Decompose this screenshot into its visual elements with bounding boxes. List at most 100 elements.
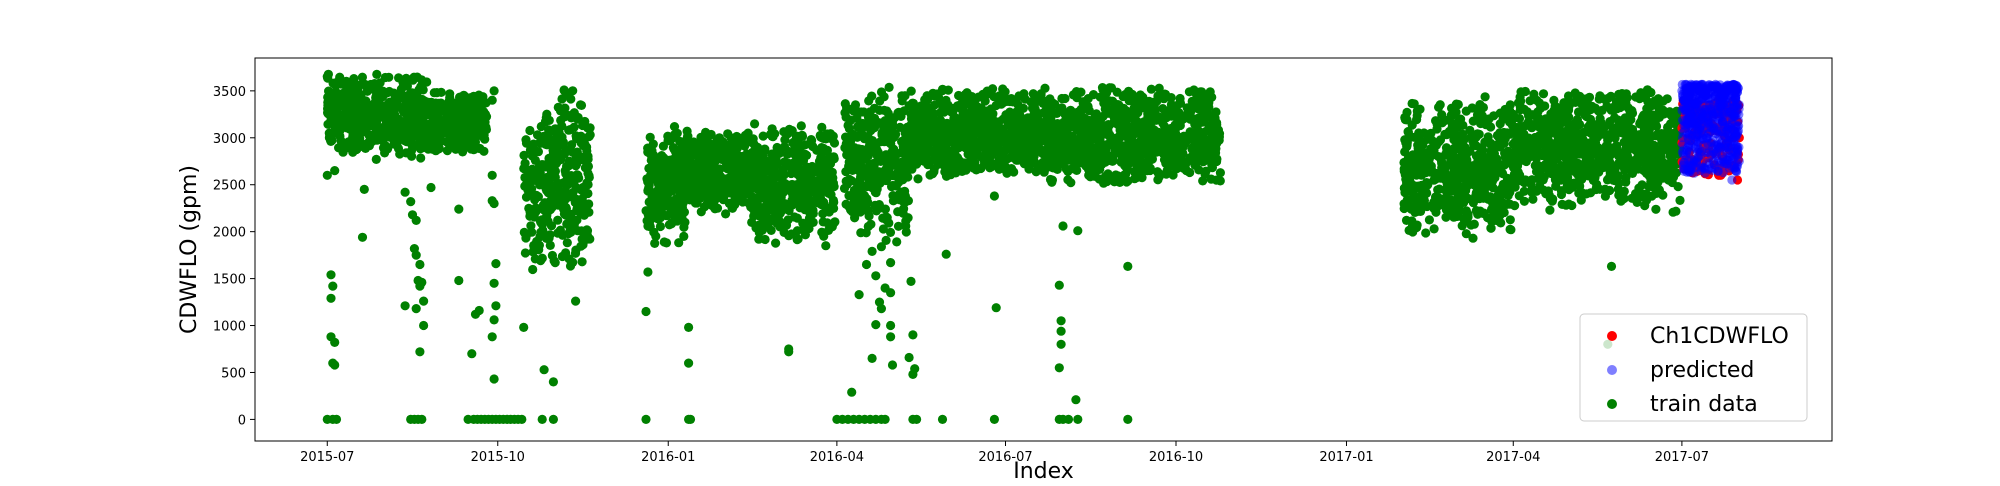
data-point [325,132,335,142]
data-point [1071,87,1082,97]
data-point [1088,134,1098,144]
data-point [818,209,828,219]
data-point [983,115,993,125]
data-point [1151,115,1161,125]
data-point [1478,175,1488,185]
data-point [959,112,969,122]
data-point [998,97,1009,108]
data-point [1201,139,1211,149]
data-point [864,176,874,186]
data-point [880,117,890,128]
data-point [922,91,932,101]
data-point [357,72,367,82]
data-point [1451,120,1461,130]
data-point [447,138,457,149]
data-point [558,137,568,147]
data-point [1619,193,1629,204]
data-point [866,161,876,171]
data-point [1189,130,1199,140]
data-point [913,174,923,184]
data-point [355,80,365,90]
data-point [469,101,479,111]
data-point [563,229,574,239]
data-point [952,160,962,170]
data-point [701,178,711,189]
data-point [1100,92,1110,102]
data-point [416,114,426,125]
data-point [770,211,780,221]
data-point [752,184,762,194]
data-point [521,180,531,190]
data-point [1431,140,1441,150]
data-point [1477,143,1487,153]
data-point [1072,165,1082,175]
data-point [1460,158,1471,168]
data-point [644,163,654,173]
data-point [1033,92,1043,102]
data-point [562,161,572,171]
data-point [1486,138,1496,148]
data-point [1477,111,1487,121]
data-point [849,195,859,205]
data-point [530,254,540,264]
data-point [1189,114,1200,124]
data-point [863,133,873,143]
data-point [871,140,881,150]
data-point [763,166,773,176]
data-point [407,151,417,161]
data-point [428,136,438,146]
data-point [758,131,768,141]
data-point [1175,142,1185,153]
data-point [1000,134,1011,144]
data-point [578,199,588,209]
data-point [1111,170,1121,180]
data-point [1175,93,1185,104]
data-point [1205,87,1215,97]
data-point [1055,119,1065,129]
data-point [1027,117,1037,127]
data-point [998,114,1008,124]
data-point [861,205,871,215]
data-point [530,195,540,205]
data-point [760,234,770,245]
data-point [844,124,855,134]
data-point [794,147,804,157]
data-point [934,92,944,102]
data-point [844,157,854,167]
data-point [792,213,802,223]
data-point [670,153,680,163]
data-point [998,84,1008,94]
data-point [1471,206,1481,216]
data-point [534,245,544,255]
data-point [784,147,795,157]
data-point [348,135,358,145]
data-point [901,227,911,237]
data-point [815,193,826,203]
data-point [885,169,896,179]
data-point [1423,180,1433,190]
data-point [1067,107,1077,117]
data-point [1153,168,1163,178]
data-point [403,119,413,129]
data-point [823,188,833,198]
data-point [907,98,918,108]
data-point [1115,117,1125,127]
data-point [1094,174,1104,184]
data-point [1645,133,1655,143]
series-train-data [322,69,1685,424]
data-point [853,182,863,192]
data-point [1009,146,1019,156]
data-point [960,89,971,99]
data-point [900,197,910,207]
data-point [377,111,387,121]
data-point [732,149,742,160]
data-point [535,180,545,190]
data-point [436,87,446,97]
data-point [1047,98,1057,108]
data-point [655,221,666,232]
data-point [429,123,439,133]
data-point [580,155,590,165]
data-point [419,78,429,88]
data-point [1654,185,1664,195]
